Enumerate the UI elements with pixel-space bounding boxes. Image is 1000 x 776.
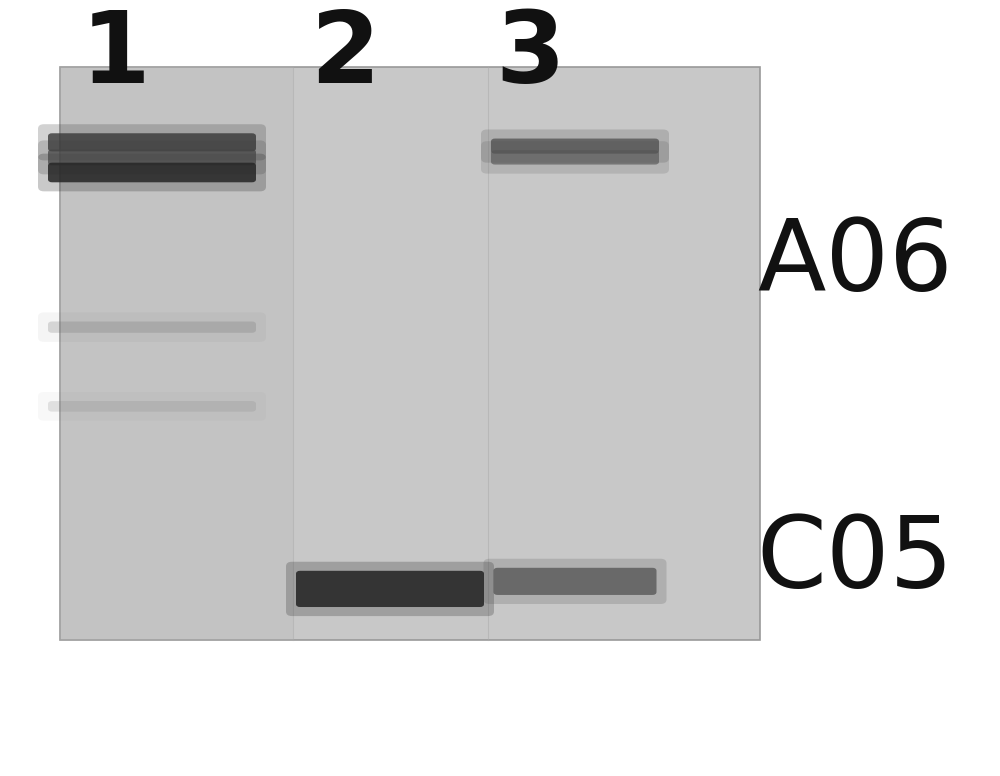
FancyBboxPatch shape	[491, 151, 659, 165]
Bar	[60, 67, 760, 640]
Text: 3: 3	[495, 7, 565, 104]
Text: A06: A06	[757, 214, 953, 311]
Text: 2: 2	[310, 7, 380, 104]
FancyBboxPatch shape	[481, 141, 669, 174]
FancyBboxPatch shape	[38, 154, 266, 192]
FancyBboxPatch shape	[48, 150, 256, 165]
FancyBboxPatch shape	[48, 133, 256, 151]
FancyBboxPatch shape	[481, 130, 669, 163]
FancyBboxPatch shape	[483, 559, 666, 604]
FancyBboxPatch shape	[48, 163, 256, 182]
FancyBboxPatch shape	[38, 140, 266, 175]
Bar	[60, 67, 293, 640]
Text: 1: 1	[80, 7, 150, 104]
FancyBboxPatch shape	[493, 568, 656, 595]
FancyBboxPatch shape	[296, 571, 484, 607]
FancyBboxPatch shape	[38, 392, 266, 421]
FancyBboxPatch shape	[38, 313, 266, 342]
FancyBboxPatch shape	[48, 321, 256, 333]
FancyBboxPatch shape	[491, 139, 659, 154]
Text: C05: C05	[756, 512, 954, 609]
FancyBboxPatch shape	[48, 401, 256, 411]
FancyBboxPatch shape	[38, 124, 266, 161]
FancyBboxPatch shape	[286, 562, 494, 616]
